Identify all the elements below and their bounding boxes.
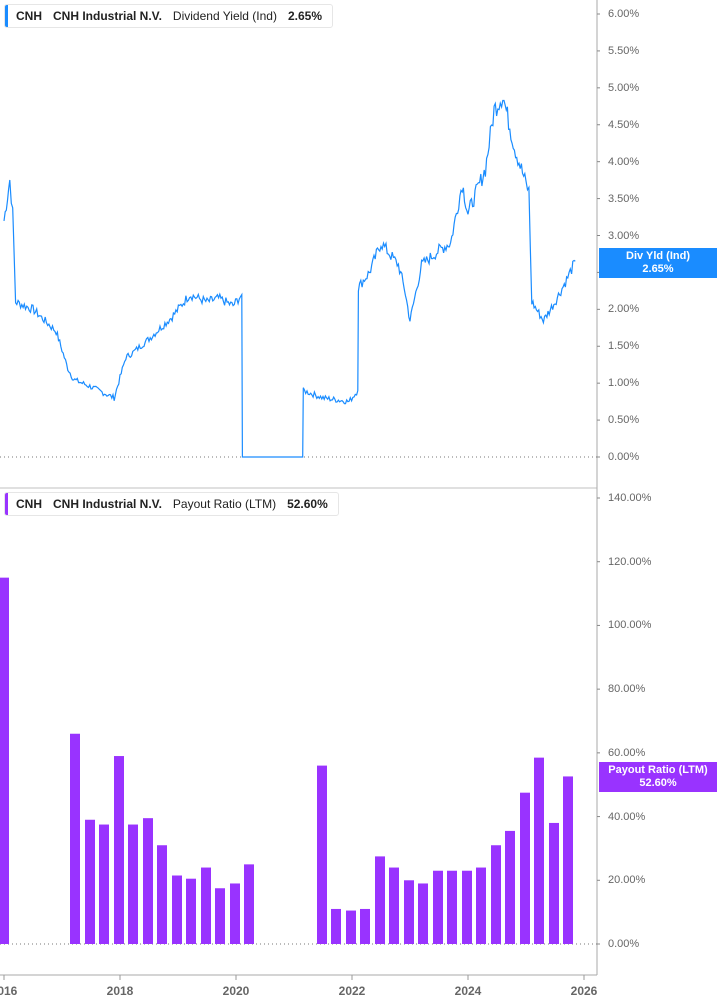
y-tick-label: 4.50% xyxy=(608,118,640,131)
payout-ratio-legend: CNH CNH Industrial N.V. Payout Ratio (LT… xyxy=(4,492,339,516)
payout-ratio-bar xyxy=(534,757,544,944)
y-tick-label: 3.00% xyxy=(608,229,640,242)
payout-ratio-bar xyxy=(520,792,530,944)
payout-ratio-bar xyxy=(70,733,80,944)
payout-ratio-bar xyxy=(0,577,9,944)
legend-company: CNH Industrial N.V. xyxy=(53,9,162,23)
payout-ratio-bar xyxy=(375,856,385,944)
payout-ratio-bar xyxy=(85,819,95,944)
y-tick-label: 5.00% xyxy=(608,81,640,94)
payout-ratio-bar xyxy=(505,830,515,944)
payout-ratio-bar xyxy=(563,776,573,944)
tag-label: Div Yld (Ind) xyxy=(626,250,690,262)
y-tick-label: 1.50% xyxy=(608,340,640,353)
series-color-marker xyxy=(5,5,8,27)
y-tick-label: 80.00% xyxy=(608,683,646,696)
y-tick-label: 1.00% xyxy=(608,377,640,390)
payout-ratio-bar xyxy=(418,883,428,944)
payout-ratio-bar xyxy=(143,818,153,944)
payout-ratio-bar xyxy=(215,888,225,944)
y-tick-label: 0.50% xyxy=(608,414,640,427)
y-tick-label: 0.00% xyxy=(608,451,640,463)
x-tick-label: 2024 xyxy=(454,984,482,998)
y-tick-label: 20.00% xyxy=(608,874,646,887)
payout-ratio-bar xyxy=(128,824,138,944)
x-tick-label: 2016 xyxy=(0,984,18,998)
payout-ratio-bar xyxy=(317,765,327,944)
dividend-yield-value-tag: Div Yld (Ind) 2.65% xyxy=(599,248,717,278)
y-tick-label: 4.00% xyxy=(608,155,640,168)
y-tick-label: 40.00% xyxy=(608,810,646,823)
payout-ratio-bar xyxy=(433,870,443,944)
y-tick-label: 60.00% xyxy=(608,746,646,759)
legend-value: 2.65% xyxy=(287,9,323,23)
payout-ratio-bar xyxy=(186,878,196,944)
payout-ratio-bar xyxy=(172,875,182,944)
tag-value: 2.65% xyxy=(642,263,674,275)
payout-ratio-bar xyxy=(331,908,341,944)
payout-ratio-bar xyxy=(389,867,399,944)
y-tick-label: 120.00% xyxy=(608,555,652,568)
legend-metric: Dividend Yield (Ind) xyxy=(172,9,277,23)
payout-ratio-bar xyxy=(346,910,356,944)
x-tick-label: 2022 xyxy=(338,984,366,998)
legend-ticker: CNH xyxy=(16,9,42,23)
y-tick-label: 140.00% xyxy=(608,492,652,504)
payout-ratio-bar xyxy=(201,867,211,944)
payout-ratio-bar xyxy=(99,824,109,944)
series-color-marker xyxy=(5,493,8,515)
tag-label: Payout Ratio (LTM) xyxy=(608,764,708,776)
payout-ratio-bar xyxy=(462,870,472,944)
y-tick-label: 5.50% xyxy=(608,44,640,57)
dividend-yield-line xyxy=(3,99,576,458)
payout-ratio-bar xyxy=(157,845,167,944)
payout-ratio-bar xyxy=(476,867,486,944)
payout-ratio-bar xyxy=(447,870,457,944)
payout-ratio-bar xyxy=(230,883,240,944)
payout-ratio-bar xyxy=(244,864,254,944)
y-tick-label: 2.00% xyxy=(608,303,640,316)
payout-ratio-bar xyxy=(404,880,414,944)
y-tick-label: 0.00% xyxy=(608,938,640,950)
tag-value: 52.60% xyxy=(639,777,677,789)
legend-company: CNH Industrial N.V. xyxy=(53,497,162,511)
y-tick-label: 3.50% xyxy=(608,192,640,205)
y-tick-label: 6.00% xyxy=(608,8,640,20)
payout-ratio-bar xyxy=(360,908,370,944)
x-tick-label: 2026 xyxy=(570,984,598,998)
payout-ratio-bar xyxy=(549,822,559,944)
x-tick-label: 2018 xyxy=(106,984,134,998)
dividend-yield-legend: CNH CNH Industrial N.V. Dividend Yield (… xyxy=(4,4,334,28)
payout-ratio-bar xyxy=(114,756,124,944)
payout-ratio-bar xyxy=(491,845,501,944)
y-tick-label: 100.00% xyxy=(608,619,652,632)
legend-ticker: CNH xyxy=(16,497,42,511)
x-tick-label: 2020 xyxy=(222,984,250,998)
payout-ratio-value-tag: Payout Ratio (LTM) 52.60% xyxy=(599,762,717,792)
legend-metric: Payout Ratio (LTM) xyxy=(172,497,277,511)
legend-value: 52.60% xyxy=(287,497,328,511)
